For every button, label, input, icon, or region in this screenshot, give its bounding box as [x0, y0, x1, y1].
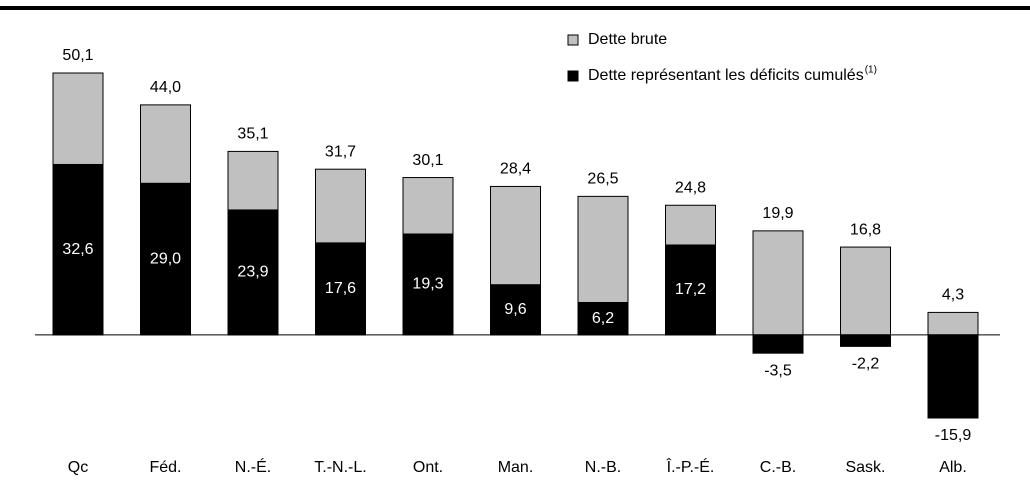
x-tick-label: N.-B. [585, 459, 621, 476]
x-tick-label: Qc [68, 459, 88, 476]
value-label: 19,3 [412, 276, 443, 293]
bar [402, 233, 454, 336]
bar [927, 334, 979, 419]
value-label: 19,9 [762, 205, 793, 222]
x-tick-label: Féd. [149, 459, 181, 476]
value-label: 24,8 [675, 179, 706, 196]
legend-superscript: (1) [865, 65, 877, 76]
value-label: 30,1 [412, 152, 443, 169]
value-label: 35,1 [237, 126, 268, 143]
bar [315, 242, 366, 336]
value-label: -3,5 [764, 362, 792, 379]
legend-swatch [567, 70, 579, 82]
value-label: 32,6 [62, 241, 93, 258]
bar [840, 246, 891, 336]
value-label: -2,2 [852, 356, 880, 373]
x-tick-label: Î.-P.-É. [666, 457, 715, 476]
x-tick-label: Ont. [413, 459, 443, 476]
bar [227, 209, 279, 336]
bar [490, 284, 541, 336]
value-label: 17,6 [325, 280, 356, 297]
value-label: 17,2 [675, 281, 706, 298]
value-label: 9,6 [504, 301, 526, 318]
value-label: 31,7 [325, 143, 356, 160]
bar [840, 334, 891, 347]
x-tick-label: N.-É. [235, 457, 271, 476]
bar [577, 301, 629, 336]
legend-swatch [567, 34, 579, 46]
bar [927, 311, 979, 336]
bar [665, 244, 716, 336]
value-label: 50,1 [62, 47, 93, 64]
value-label: -15,9 [935, 427, 972, 444]
value-label: 4,3 [942, 287, 964, 304]
value-label: 28,4 [500, 161, 531, 178]
x-tick-label: Alb. [939, 459, 967, 476]
bar [752, 334, 804, 354]
top-rule [0, 6, 1030, 10]
bar [52, 163, 104, 336]
value-label: 23,9 [237, 264, 268, 281]
value-label: 29,0 [150, 250, 181, 267]
x-tick-label: Man. [498, 459, 534, 476]
value-label: 6,2 [592, 310, 614, 327]
x-tick-label: T.-N.-L. [314, 459, 366, 476]
value-label: 44,0 [150, 79, 181, 96]
legend-label: Dette représentant les déficits cumulés [588, 67, 864, 84]
legend-label: Dette brute [588, 31, 667, 48]
bar [752, 230, 804, 336]
value-label: 26,5 [587, 171, 618, 188]
value-label: 16,8 [850, 221, 881, 238]
bar [140, 182, 191, 336]
x-tick-label: Sask. [845, 459, 885, 476]
x-tick-label: C.-B. [760, 459, 796, 476]
